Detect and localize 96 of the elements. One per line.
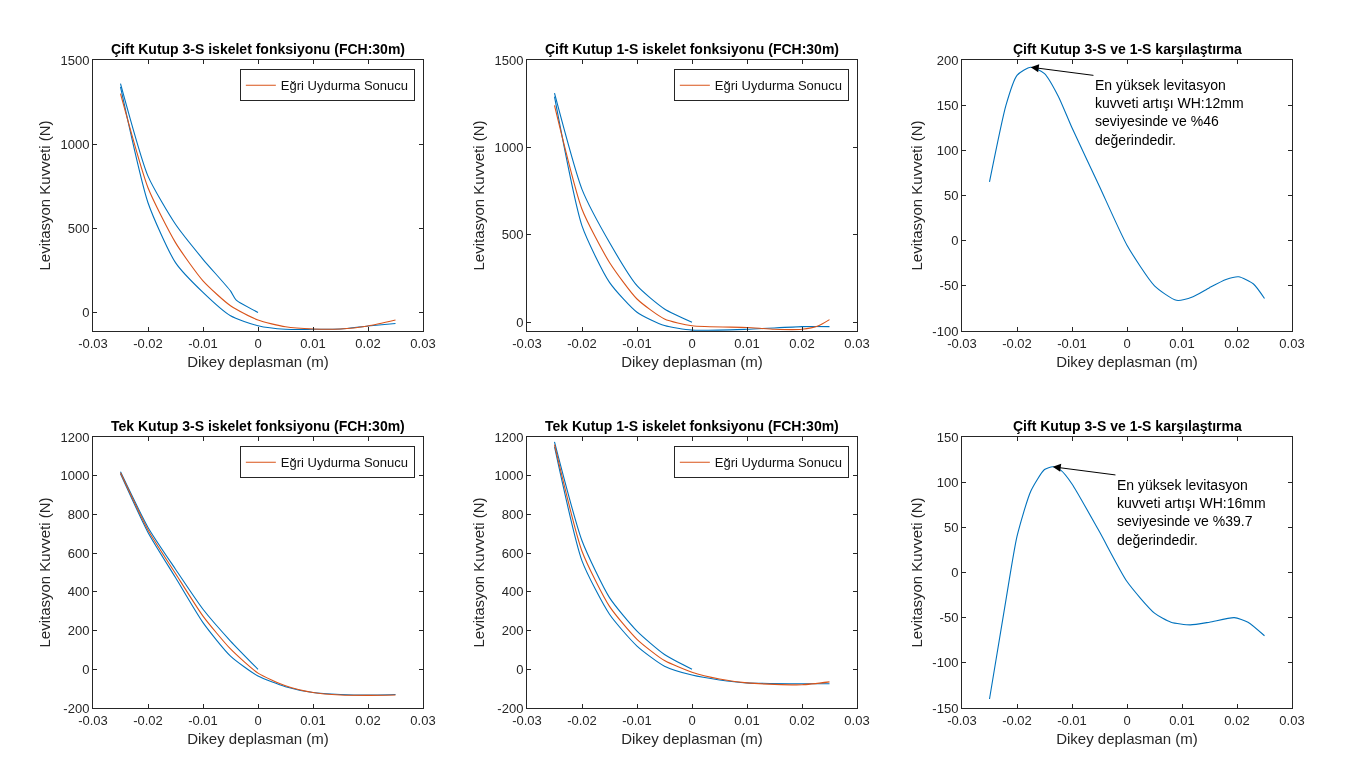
x-tick-label: 0.03 xyxy=(410,712,436,728)
x-tick-label: 0.01 xyxy=(1169,335,1195,351)
x-tick-label: 0.02 xyxy=(355,712,381,728)
y-tick-label: -50 xyxy=(939,278,959,294)
x-axis-title: Dikey deplasman (m) xyxy=(187,729,329,747)
y-tick-label: 0 xyxy=(951,565,959,581)
x-axis-title: Dikey deplasman (m) xyxy=(187,352,329,370)
legend-label: Eğri Uydurma Sonucu xyxy=(714,78,843,94)
y-tick-label: 600 xyxy=(501,545,524,561)
x-tick-label: 0.01 xyxy=(1169,712,1195,728)
y-tick-label: 200 xyxy=(936,52,959,68)
chart-title: Tek Kutup 3-S iskelet fonksiyonu (FCH:30m) xyxy=(111,418,405,434)
x-axis-title: Dikey deplasman (m) xyxy=(621,352,763,370)
x-axis-title: Dikey deplasman (m) xyxy=(621,729,763,747)
y-tick-label: 1000 xyxy=(494,139,524,155)
x-tick-label: 0.01 xyxy=(734,712,760,728)
y-axis-title: Levitasyon Kuvveti (N) xyxy=(35,120,53,271)
annotation: En yüksek levitasyon kuvveti artışı WH:12mm seviyesinde ve %46 değerindedir. xyxy=(1095,77,1244,148)
y-tick-label: 500 xyxy=(67,220,90,236)
y-tick-label: 600 xyxy=(67,545,90,561)
y-tick-label: 200 xyxy=(67,623,90,639)
legend-label: Eğri Uydurma Sonucu xyxy=(280,78,409,94)
y-tick-label: 800 xyxy=(67,506,90,522)
x-tick-label: 0 xyxy=(1123,335,1131,351)
x-tick-label: -0.01 xyxy=(1057,335,1087,351)
y-axis-title: Levitasyon Kuvveti (N) xyxy=(907,497,925,648)
y-tick-label: 1000 xyxy=(60,468,90,484)
y-axis-title: Levitasyon Kuvveti (N) xyxy=(907,120,925,271)
x-tick-label: -0.02 xyxy=(1002,335,1032,351)
y-tick-label: 100 xyxy=(936,142,959,158)
y-axis-title: Levitasyon Kuvveti (N) xyxy=(469,497,487,648)
legend-label: Eğri Uydurma Sonucu xyxy=(714,455,843,471)
y-tick-label: -100 xyxy=(932,655,959,671)
y-tick-label: 200 xyxy=(501,623,524,639)
y-tick-label: 1200 xyxy=(494,429,524,445)
x-axis-title: Dikey deplasman (m) xyxy=(1056,352,1198,370)
y-tick-label: -50 xyxy=(939,610,959,626)
x-tick-label: -0.01 xyxy=(1057,712,1087,728)
y-tick-label: 500 xyxy=(501,227,524,243)
x-tick-label: 0.02 xyxy=(789,712,815,728)
y-tick-label: 150 xyxy=(936,97,959,113)
chart-title: Çift Kutup 1-S iskelet fonksiyonu (FCH:30m) xyxy=(545,41,840,57)
chart-title: Çift Kutup 3-S ve 1-S karşılaştırma xyxy=(1013,41,1242,57)
x-tick-label: -0.02 xyxy=(567,712,597,728)
chart-title: Tek Kutup 1-S iskelet fonksiyonu (FCH:30m) xyxy=(545,418,839,434)
x-tick-label: -0.02 xyxy=(1002,712,1032,728)
x-tick-label: 0.02 xyxy=(1224,335,1250,351)
y-tick-label: 400 xyxy=(501,584,524,600)
x-tick-label: -0.01 xyxy=(622,335,652,351)
x-tick-label: -0.02 xyxy=(133,712,163,728)
x-tick-label: 0.02 xyxy=(1224,712,1250,728)
y-tick-label: 1500 xyxy=(494,52,524,68)
x-tick-label: -0.03 xyxy=(78,335,108,351)
legend-label: Eğri Uydurma Sonucu xyxy=(280,455,409,471)
x-tick-label: -0.01 xyxy=(622,712,652,728)
x-tick-label: 0 xyxy=(688,335,696,351)
x-tick-label: -0.02 xyxy=(133,335,163,351)
x-tick-label: 0 xyxy=(254,335,262,351)
y-tick-label: 0 xyxy=(516,314,524,330)
annotation: En yüksek levitasyon kuvveti artışı WH:16mm seviyesinde ve %39.7 değerindedir. xyxy=(1117,477,1266,548)
y-tick-label: 50 xyxy=(943,519,959,535)
y-tick-label: 0 xyxy=(516,661,524,677)
y-tick-label: 1200 xyxy=(60,429,90,445)
x-tick-label: 0 xyxy=(688,712,696,728)
x-tick-label: -0.01 xyxy=(188,712,218,728)
x-tick-label: 0.01 xyxy=(300,712,326,728)
y-tick-label: 0 xyxy=(82,661,90,677)
x-tick-label: 0.02 xyxy=(355,335,381,351)
y-tick-label: 50 xyxy=(943,188,959,204)
y-tick-label: 1000 xyxy=(494,468,524,484)
x-tick-label: -0.01 xyxy=(188,335,218,351)
y-tick-label: 400 xyxy=(67,584,90,600)
x-axis-title: Dikey deplasman (m) xyxy=(1056,729,1198,747)
y-tick-label: 800 xyxy=(501,506,524,522)
x-tick-label: 0 xyxy=(1123,712,1131,728)
x-tick-label: 0.01 xyxy=(300,335,326,351)
x-tick-label: 0.03 xyxy=(844,335,870,351)
x-tick-label: 0.01 xyxy=(734,335,760,351)
x-tick-label: 0.03 xyxy=(410,335,436,351)
x-tick-label: 0.02 xyxy=(789,335,815,351)
x-tick-label: 0.03 xyxy=(1279,335,1305,351)
y-tick-label: 0 xyxy=(82,305,90,321)
y-axis-title: Levitasyon Kuvveti (N) xyxy=(469,120,487,271)
y-axis-title: Levitasyon Kuvveti (N) xyxy=(35,497,53,648)
y-tick-label: 150 xyxy=(936,429,959,445)
y-tick-label: 1000 xyxy=(60,136,90,152)
x-tick-label: 0.03 xyxy=(844,712,870,728)
x-tick-label: -0.02 xyxy=(567,335,597,351)
x-tick-label: 0.03 xyxy=(1279,712,1305,728)
x-tick-label: -0.03 xyxy=(512,335,542,351)
chart-title: Çift Kutup 3-S iskelet fonksiyonu (FCH:30m) xyxy=(111,41,406,57)
y-tick-label: 1500 xyxy=(60,52,90,68)
chart-title: Çift Kutup 3-S ve 1-S karşılaştırma xyxy=(1013,418,1242,434)
x-tick-label: 0 xyxy=(254,712,262,728)
y-tick-label: 100 xyxy=(936,474,959,490)
y-tick-label: 0 xyxy=(951,233,959,249)
